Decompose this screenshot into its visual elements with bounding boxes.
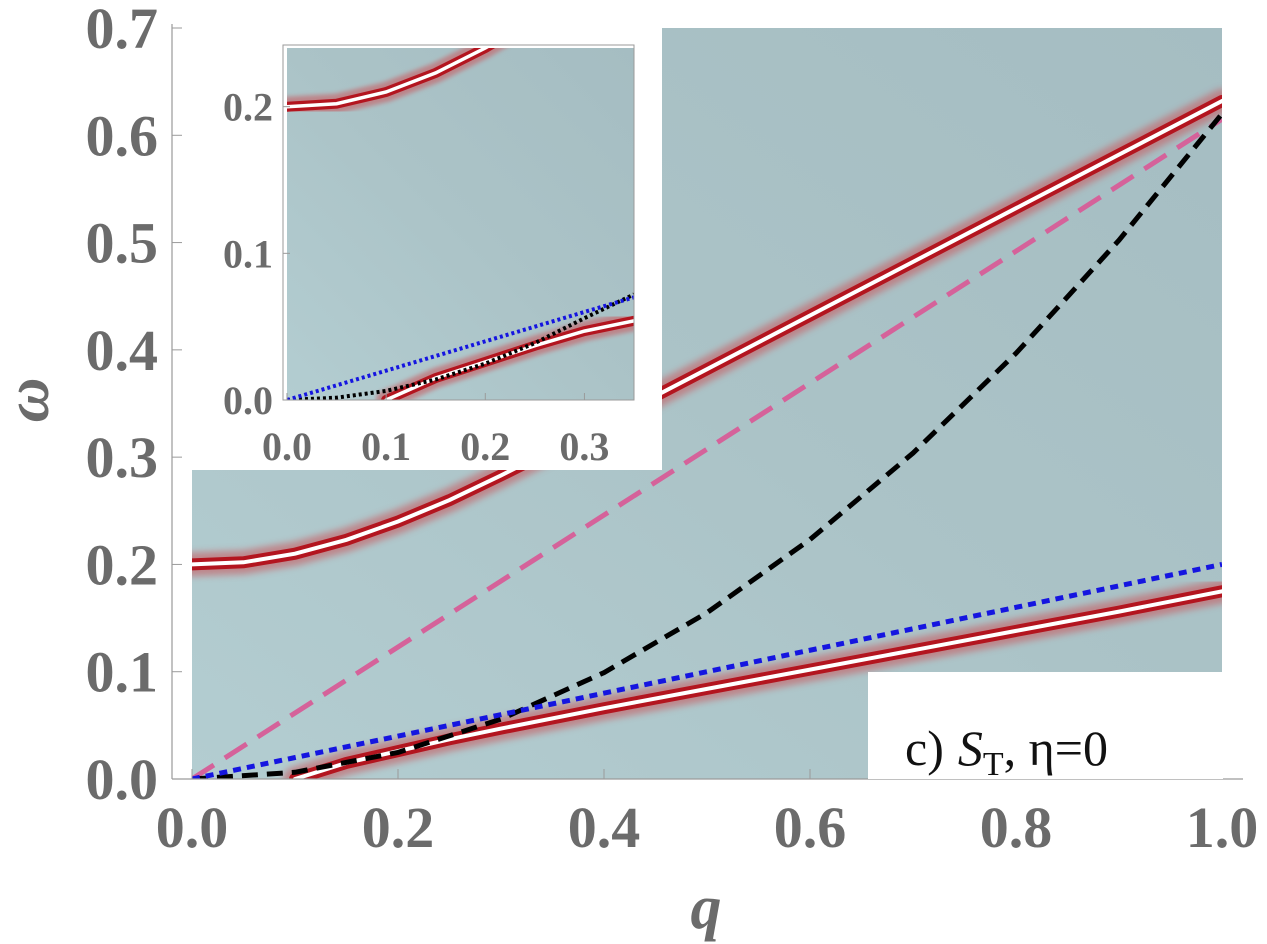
main-tick-labels: 0.0 0.2 0.4 0.6 0.8 1.0 0.0 0.1 0.2 0.3 0.4 0.5 0.6 0… <box>86 0 1259 860</box>
main-ytick-label: 0.0 <box>86 747 159 812</box>
inset-ticks <box>283 106 585 401</box>
panel-letter: c) <box>905 720 944 776</box>
inset-series-black-dotted <box>287 292 634 400</box>
inset-ytick-label: 0.0 <box>223 378 273 423</box>
panel-label-box: c) ST, η=0 <box>868 672 1223 783</box>
main-xtick-label: 0.0 <box>156 795 229 860</box>
panel-subscript: T <box>983 746 1004 783</box>
panel-symbol: S <box>958 720 983 776</box>
inset-series-layer <box>287 48 634 400</box>
inset-series-upper-branch <box>287 48 505 117</box>
main-xtick-label: 0.4 <box>568 795 641 860</box>
y-axis-label: ω <box>0 378 62 423</box>
main-xtick-label: 0.2 <box>362 795 435 860</box>
inset-chart: 0.0 0.1 0.2 0.3 0.0 0.1 0.2 <box>192 28 662 470</box>
inset-xtick-label: 0.1 <box>361 424 411 469</box>
main-xtick-label: 0.6 <box>774 795 847 860</box>
main-ytick-label: 0.1 <box>86 640 159 705</box>
inset-series-upper-branch-core <box>287 48 489 109</box>
main-series-lower-branch-core <box>293 589 1222 779</box>
panel-label-background <box>868 672 1223 779</box>
inset-xtick-label: 0.2 <box>460 424 510 469</box>
inset-xtick-label: 0.3 <box>559 424 609 469</box>
inset-series-blue-dotted <box>287 295 634 400</box>
main-ytick-label: 0.4 <box>86 318 159 383</box>
inset-ytick-label: 0.2 <box>223 85 273 130</box>
main-xtick-label: 1.0 <box>1186 795 1259 860</box>
panel-label: c) ST, η=0 <box>905 720 1108 783</box>
main-ytick-label: 0.3 <box>86 425 159 490</box>
panel-eta: , η=0 <box>1004 720 1108 776</box>
main-series-blue-dotted <box>192 561 1222 779</box>
inset-xtick-label: 0.0 <box>262 424 312 469</box>
main-series-lower-branch <box>283 579 1222 779</box>
main-ytick-label: 0.7 <box>86 0 159 61</box>
inset-ytick-label: 0.1 <box>223 231 273 276</box>
main-series-black-dashed <box>192 112 1222 779</box>
main-ytick-label: 0.6 <box>86 103 159 168</box>
x-axis-label: q <box>691 874 722 942</box>
main-series-pink-dashed <box>192 117 1222 779</box>
main-xtick-label: 0.8 <box>980 795 1053 860</box>
main-ytick-label: 0.5 <box>86 211 159 276</box>
inset-frame <box>282 44 635 401</box>
main-ytick-label: 0.2 <box>86 532 159 597</box>
inset-tick-labels: 0.0 0.1 0.2 0.3 0.0 0.1 0.2 <box>223 85 609 469</box>
